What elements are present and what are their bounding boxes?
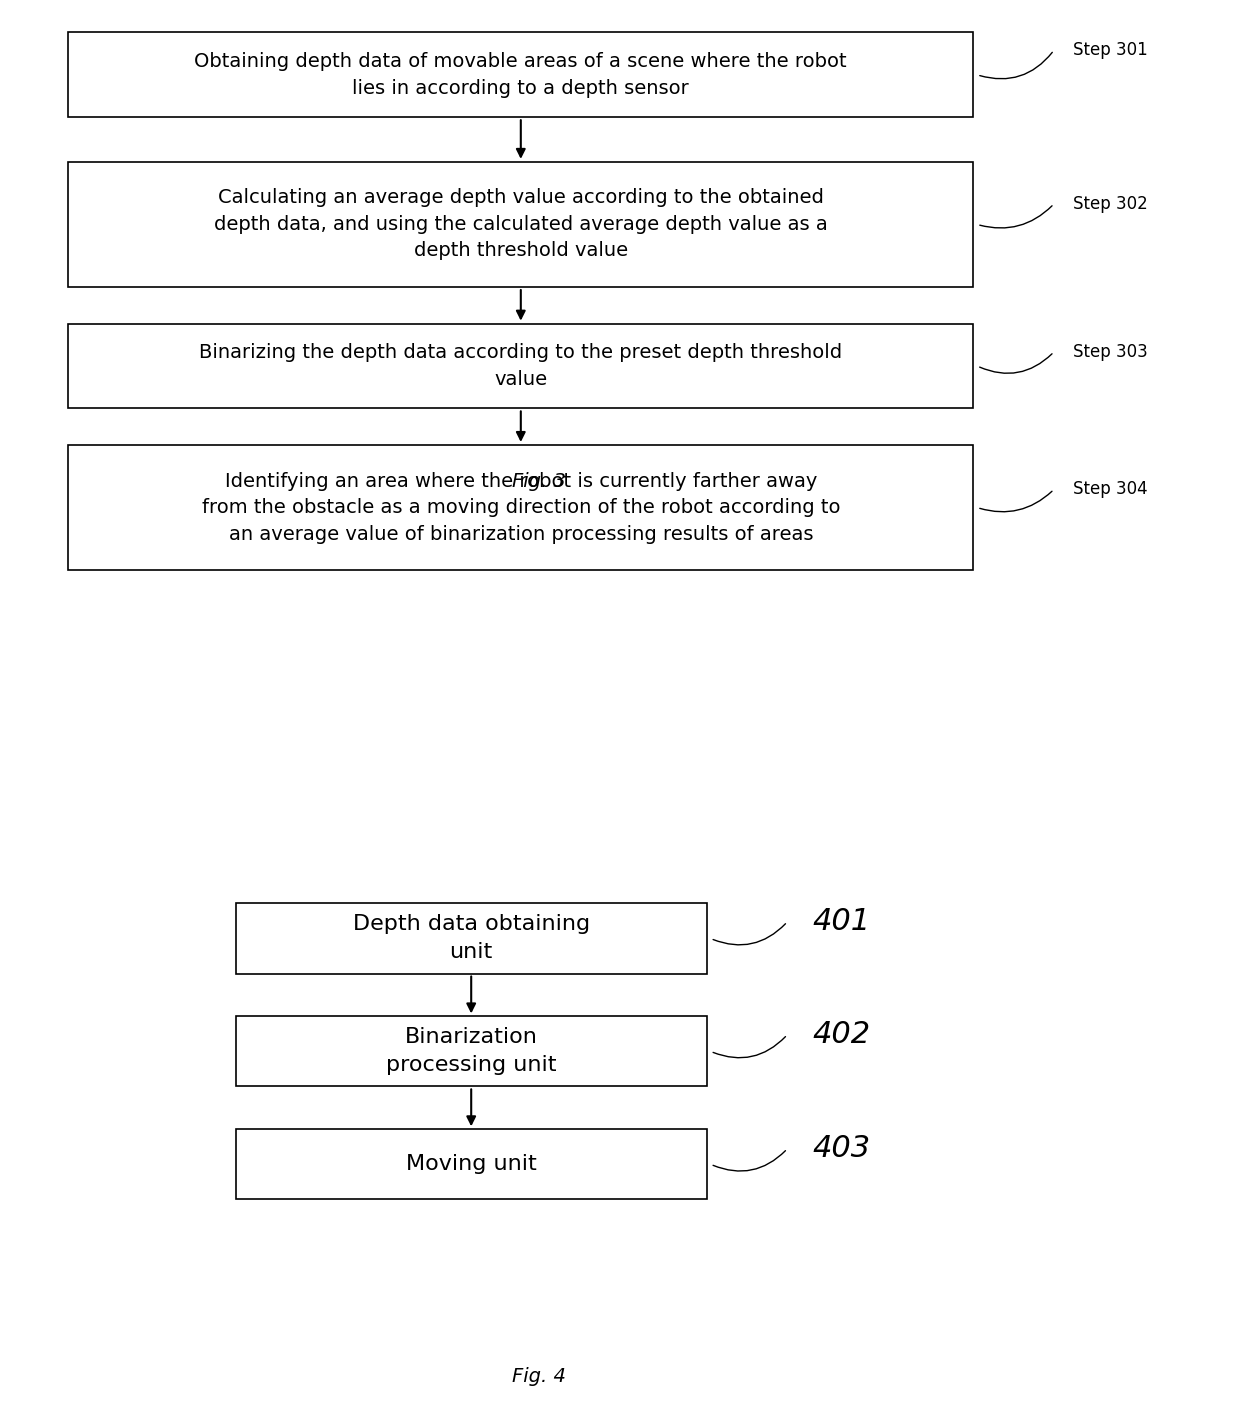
Text: Fig. 3: Fig. 3 [512, 471, 567, 491]
Text: Calculating an average depth value according to the obtained
depth data, and usi: Calculating an average depth value accor… [215, 189, 827, 261]
Text: Step 302: Step 302 [1073, 194, 1147, 213]
Text: Fig. 4: Fig. 4 [512, 1366, 567, 1386]
Text: Moving unit: Moving unit [405, 1154, 537, 1175]
Bar [68, 162, 973, 287]
Text: Step 304: Step 304 [1073, 481, 1147, 498]
Bar [236, 1016, 707, 1087]
Text: Step 301: Step 301 [1073, 41, 1147, 60]
Text: Binarizing the depth data according to the preset depth threshold
value: Binarizing the depth data according to t… [200, 343, 842, 389]
Text: Depth data obtaining
unit: Depth data obtaining unit [352, 914, 590, 962]
Bar [68, 324, 973, 409]
Text: Obtaining depth data of movable areas of a scene where the robot
lies in accordi: Obtaining depth data of movable areas of… [195, 53, 847, 98]
Text: 402: 402 [812, 1020, 870, 1049]
Bar [68, 33, 973, 118]
Text: Identifying an area where the robot is currently farther away
from the obstacle : Identifying an area where the robot is c… [202, 471, 839, 543]
Bar [68, 446, 973, 570]
Text: Binarization
processing unit: Binarization processing unit [386, 1027, 557, 1076]
Bar [236, 904, 707, 973]
Text: 403: 403 [812, 1134, 870, 1164]
Bar [236, 1130, 707, 1199]
Text: 401: 401 [812, 907, 870, 937]
Text: Step 303: Step 303 [1073, 343, 1147, 360]
